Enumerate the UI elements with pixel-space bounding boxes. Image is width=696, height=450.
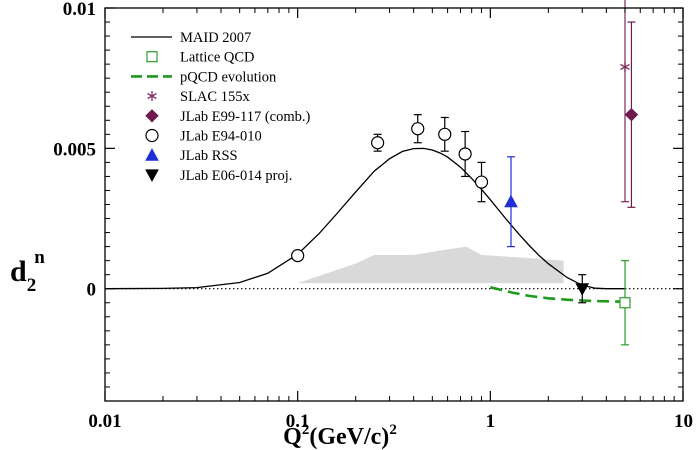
legend-swatch [146,51,158,63]
data-point [371,136,385,150]
legend-swatch-stroke [147,93,157,100]
y-tick-label: 0 [87,280,97,301]
data-point [504,194,518,208]
legend-swatch [145,169,159,182]
x-tick-label: 10 [674,411,693,432]
y-axis-title-sub: 2 [27,275,37,296]
x-tick-label: 0.1 [286,411,310,432]
x-axis-title-mid: (GeV/c) [309,424,389,450]
legend-label: MAID 2007 [180,30,251,46]
y-axis-title: d2 n [10,247,45,296]
pqcd-curve [489,286,625,303]
y-tick-label: 0.005 [53,139,96,160]
x-axis-title-base: Q [283,424,302,450]
systematic-band-layer [297,246,564,284]
data-point [411,122,425,136]
data-point [624,107,639,122]
legend-swatch [147,91,157,102]
data-point [620,61,630,72]
legend-label: JLab E99-117 (comb.) [180,109,311,125]
x-tick-label: 1 [486,411,496,432]
data-point [291,248,305,263]
y-axis-title-base: d [10,255,27,288]
legend-label: SLAC 155x [180,89,250,105]
data-points-layer [291,0,639,346]
y-tick-label: 0.01 [63,0,96,20]
legend-swatch [145,148,159,161]
data-point [458,147,472,161]
legend-label: Lattice QCD [180,50,255,66]
legend-label: JLab RSS [180,148,238,164]
plot-frame [104,7,684,402]
legend-label: JLab E06-014 proj. [180,168,292,184]
systematic-band [297,246,564,284]
x-tick-label: 0.01 [88,411,121,432]
legend: MAID 2007 Lattice QCD pQCD evolution SLAC 1… [131,30,311,184]
legend-swatch [145,128,159,143]
x-axis-title-sup2: 2 [389,422,397,438]
data-point [438,127,452,141]
data-point [619,297,631,309]
data-point [474,175,489,189]
legend-label: pQCD evolution [180,69,277,85]
axis-ticks-layer: 0.01 0.1 1 10 0 0.005 0.01 [53,0,693,432]
x-axis-title: Q2(GeV/c)2 [283,422,397,450]
x-axis-title-sup1: 2 [302,422,310,438]
data-point-stroke [620,63,630,71]
legend-label: JLab E94-010 [180,129,262,145]
data-point [575,283,590,296]
y-axis-title-sup: n [34,247,45,268]
legend-swatch [145,109,159,123]
